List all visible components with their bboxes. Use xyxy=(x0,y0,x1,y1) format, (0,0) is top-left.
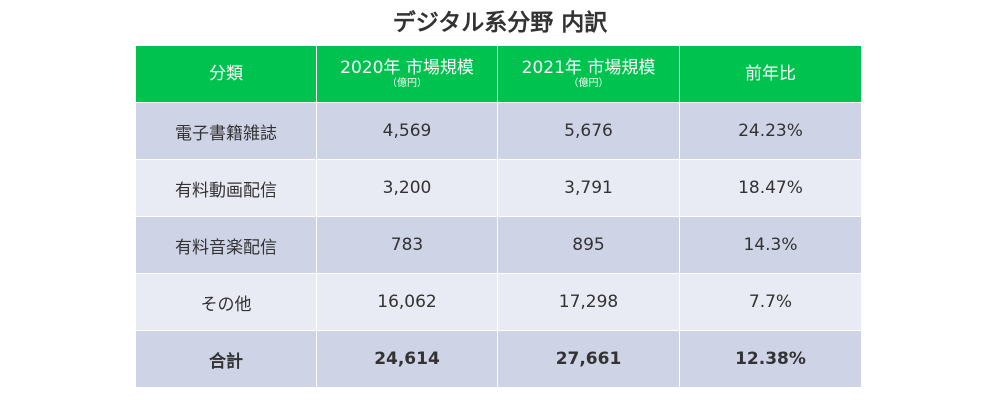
header-category: 分類 xyxy=(135,45,317,103)
cell-2020: 16,062 xyxy=(316,273,498,331)
cell-2020: 783 xyxy=(316,216,498,274)
cell-2020: 4,569 xyxy=(316,102,498,160)
cell-2021: 17,298 xyxy=(497,273,680,331)
table-row: その他 16,062 17,298 7.7% xyxy=(135,273,862,331)
cell-category: 電子書籍雑誌 xyxy=(135,102,317,160)
total-2021: 27,661 xyxy=(497,330,680,388)
table-row: 電子書籍雑誌 4,569 5,676 24.23% xyxy=(135,102,862,160)
header-row: 分類 2020年 市場規模 （億円） 2021年 市場規模 （億円） 前年比 xyxy=(135,45,862,103)
cell-category: 有料動画配信 xyxy=(135,159,317,217)
table-row: 有料音楽配信 783 895 14.3% xyxy=(135,216,862,274)
cell-yoy: 18.47% xyxy=(679,159,862,217)
header-2020-label: 2020年 市場規模 xyxy=(340,58,474,78)
cell-2021: 895 xyxy=(497,216,680,274)
header-2020-unit: （億円） xyxy=(387,78,427,89)
cell-2021: 3,791 xyxy=(497,159,680,217)
header-yoy-label: 前年比 xyxy=(745,64,796,84)
header-2021: 2021年 市場規模 （億円） xyxy=(497,45,680,103)
total-row: 合計 24,614 27,661 12.38% xyxy=(135,330,862,388)
table-title: デジタル系分野 内訳 xyxy=(392,10,608,36)
total-yoy: 12.38% xyxy=(679,330,862,388)
cell-2021: 5,676 xyxy=(497,102,680,160)
cell-yoy: 24.23% xyxy=(679,102,862,160)
table-row: 有料動画配信 3,200 3,791 18.47% xyxy=(135,159,862,217)
header-yoy: 前年比 xyxy=(679,45,862,103)
cell-category: 有料音楽配信 xyxy=(135,216,317,274)
total-label: 合計 xyxy=(135,330,317,388)
header-category-label: 分類 xyxy=(209,64,243,84)
total-2020: 24,614 xyxy=(316,330,498,388)
cell-yoy: 7.7% xyxy=(679,273,862,331)
header-2021-unit: （億円） xyxy=(568,78,609,89)
market-table: 分類 2020年 市場規模 （億円） 2021年 市場規模 （億円） 前年比 電… xyxy=(135,45,862,388)
header-2021-label: 2021年 市場規模 xyxy=(521,58,656,78)
cell-yoy: 14.3% xyxy=(679,216,862,274)
cell-category: その他 xyxy=(135,273,317,331)
cell-2020: 3,200 xyxy=(316,159,498,217)
header-2020: 2020年 市場規模 （億円） xyxy=(316,45,498,103)
